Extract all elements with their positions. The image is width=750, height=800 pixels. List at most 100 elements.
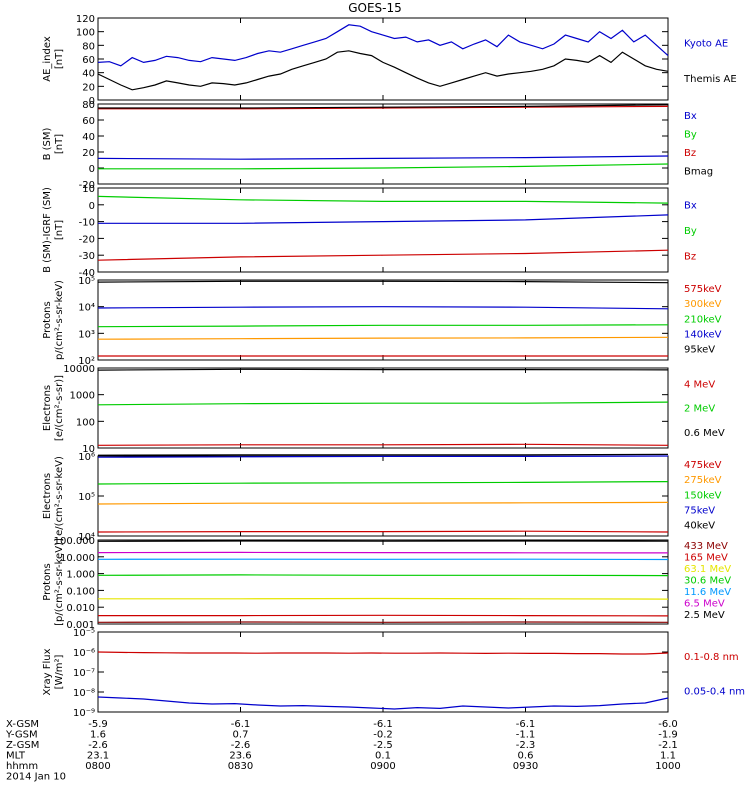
series-line-ae-Themis-AE <box>97 50 669 91</box>
xaxis-value: 0830 <box>228 761 253 772</box>
series-line-bsm-Bz <box>98 105 669 110</box>
ytick-label-bsm: -20 <box>79 180 95 191</box>
legend-protons2: 165 MeV <box>684 553 728 564</box>
series-line-xray-0-05-0-4-nm <box>97 696 669 710</box>
xaxis-value: -6.0 <box>658 719 678 730</box>
panel-frame-electrons2 <box>97 455 669 537</box>
legend-bsm: Bx <box>684 111 697 122</box>
ytick-label-protons2: 0.010 <box>66 603 95 614</box>
ytick-label-electrons2: 10⁶ <box>78 452 95 463</box>
ylabel-electrons2: Electrons <box>42 473 53 519</box>
legend-ae: Kyoto AE <box>684 39 728 50</box>
series-line-bsm-Bx <box>97 155 669 160</box>
ylabel-electrons1: Electrons <box>42 385 53 431</box>
ytick-label-electrons1: 10000 <box>63 364 95 375</box>
xaxis-row-label: Y-GSM <box>5 730 38 741</box>
ylabel-protons2: Protons <box>42 563 53 600</box>
xaxis-value: 1000 <box>655 761 680 772</box>
legend-bigrf: Bz <box>684 251 696 262</box>
xaxis-date: 2014 Jan 10 <box>6 772 66 783</box>
ylabel-units-protons2: [p/(cm²-s-sr-keV)] <box>54 538 65 626</box>
ytick-label-ae: 100 <box>76 28 95 39</box>
figure-title: GOES-15 <box>348 1 402 15</box>
xaxis-value: -6.1 <box>231 719 251 730</box>
xaxis-row-label: X-GSM <box>6 719 39 730</box>
ytick-label-bigrf: 10 <box>82 184 95 195</box>
legend-bsm: Bmag <box>684 167 713 178</box>
ytick-label-xray: 10⁻⁵ <box>73 628 95 639</box>
ytick-label-protons1: 10³ <box>78 329 95 340</box>
legend-protons1: 140keV <box>684 329 722 340</box>
ytick-label-protons2: 0.001 <box>66 620 95 631</box>
ytick-label-ae: 60 <box>82 55 95 66</box>
xaxis-value: 0.7 <box>233 730 249 741</box>
legend-electrons2: 475keV <box>684 460 722 471</box>
ytick-label-bigrf: 0 <box>89 201 95 212</box>
legend-ae: Themis AE <box>683 74 737 85</box>
legend-protons2: 63.1 MeV <box>684 564 731 575</box>
xaxis-row-label: hhmm <box>6 761 38 772</box>
ylabel-units-electrons1: [e/(cm²-s-sr)] <box>54 375 65 441</box>
ylabel-xray: Xray Flux <box>42 648 53 695</box>
legend-protons1: 210keV <box>684 314 722 325</box>
ylabel-bigrf: B (SM)-IGRF (SM) <box>42 187 53 273</box>
xaxis-value: 1.6 <box>90 730 106 741</box>
panel-frame-electrons1 <box>97 367 669 449</box>
series-line-bigrf-Bx <box>98 214 669 224</box>
series-line-electrons2-275keV <box>97 501 669 505</box>
ytick-label-electrons1: 100 <box>76 417 95 428</box>
xaxis-value: -2.6 <box>231 740 251 751</box>
xaxis-value: -0.2 <box>373 730 393 741</box>
legend-electrons2: 150keV <box>684 490 722 501</box>
xaxis-value: -5.9 <box>88 719 108 730</box>
ytick-label-bigrf: -10 <box>79 218 95 229</box>
ytick-label-electrons1: 10 <box>82 444 95 455</box>
series-line-electrons2-150keV <box>97 481 669 485</box>
ytick-label-protons2: 1.000 <box>66 570 95 581</box>
series-line-protons1-300keV <box>97 336 669 340</box>
ylabel-units-electrons2: e/(cm²-s-sr-keV) <box>54 456 65 536</box>
series-line-electrons2-40keV <box>97 453 669 456</box>
series-line-protons1-140keV <box>97 306 669 310</box>
xaxis-value: 0.1 <box>375 751 391 762</box>
ytick-label-xray: 10⁻⁹ <box>73 708 95 719</box>
ylabel-units-ae: [nT] <box>54 49 65 69</box>
ylabel-units-protons1: p/(cm²-s-sr-keV) <box>54 280 65 360</box>
series-line-bigrf-Bz <box>97 249 669 261</box>
legend-electrons2: 75keV <box>684 505 715 516</box>
series-line-electrons2-475keV <box>97 530 669 533</box>
xaxis-value: 23.6 <box>229 751 251 762</box>
ytick-label-bigrf: -40 <box>79 268 95 279</box>
xaxis-value: 1.1 <box>660 751 676 762</box>
ylabel-units-bigrf: [nT] <box>54 220 65 240</box>
ytick-label-bsm: 60 <box>82 116 95 127</box>
ytick-label-bsm: 20 <box>82 148 95 159</box>
series-line-protons2-30-6-MeV <box>97 574 669 577</box>
legend-protons2: 433 MeV <box>684 541 728 552</box>
ytick-label-electrons1: 1000 <box>70 391 95 402</box>
legend-protons1: 300keV <box>684 299 722 310</box>
series-line-electrons1-0-6-MeV <box>97 368 669 371</box>
ylabel-bsm: B (SM) <box>42 127 53 160</box>
series-line-xray-0-1-0-8-nm <box>97 651 669 655</box>
series-line-electrons1-2-MeV <box>97 401 669 406</box>
series-line-protons2-6-5-MeV <box>97 551 669 554</box>
xaxis-row-label: Z-GSM <box>6 740 39 751</box>
ytick-label-protons2: 10.000 <box>60 553 95 564</box>
ylabel-units-xray: [W/m²] <box>54 654 65 689</box>
ytick-label-ae: 80 <box>82 41 95 52</box>
series-line-bsm-Bmag <box>98 104 669 109</box>
xaxis-value: -6.1 <box>516 719 536 730</box>
series-line-electrons1-4-MeV <box>97 443 669 446</box>
series-line-protons1-210keV <box>97 324 669 328</box>
ytick-label-xray: 10⁻⁶ <box>73 648 95 659</box>
xaxis-value: 0900 <box>370 761 395 772</box>
ytick-label-protons1: 10⁴ <box>78 303 95 314</box>
xaxis-value: -1.1 <box>516 730 536 741</box>
legend-electrons2: 275keV <box>684 475 722 486</box>
legend-bsm: Bz <box>684 148 696 159</box>
series-line-ae-Kyoto-AE <box>97 24 669 67</box>
ytick-label-ae: 120 <box>76 14 95 25</box>
legend-electrons1: 2 MeV <box>684 404 715 415</box>
